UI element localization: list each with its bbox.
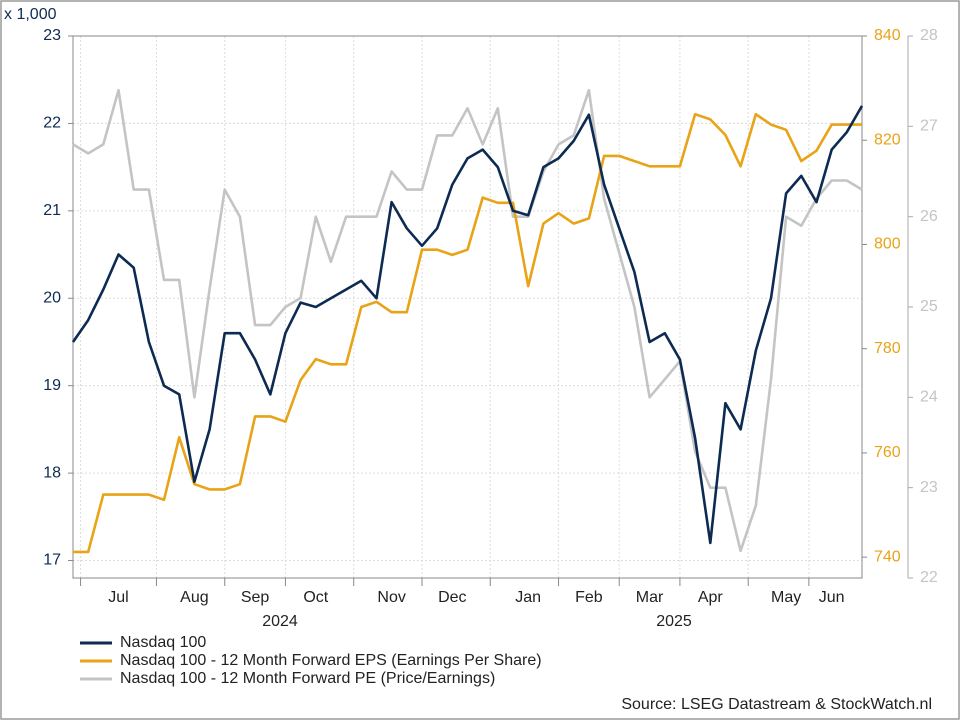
x-tick-label: Oct [303, 589, 328, 606]
y2-tick-label: 800 [874, 236, 901, 253]
source: Source: LSEG Datastream & StockWatch.nl [621, 696, 932, 713]
legend-label: Nasdaq 100 - 12 Month Forward EPS (Earni… [120, 652, 542, 669]
series-line [72, 88, 863, 553]
year-label: 2024 [262, 613, 298, 630]
y3-tick-label: 24 [920, 389, 938, 406]
y2-tick-label: 780 [874, 340, 901, 357]
y3-tick-label: 26 [920, 208, 938, 225]
x-tick-label: Jan [515, 589, 541, 606]
year-label: 2025 [656, 613, 692, 630]
x-tick-label: Aug [180, 589, 208, 606]
x-tick-label: May [771, 589, 801, 606]
y-tick-label: 21 [43, 202, 61, 219]
x-tick-label: Mar [636, 589, 664, 606]
plot-frame [72, 35, 863, 579]
x-tick-label: Nov [377, 589, 405, 606]
legend-label: Nasdaq 100 - 12 Month Forward PE (Price/… [120, 670, 495, 687]
y2-tick-label: 740 [874, 548, 901, 565]
x-tick-label: Feb [575, 589, 603, 606]
y-tick-label: 23 [43, 27, 61, 44]
x-tick-label: Dec [438, 589, 466, 606]
y2-tick-label: 760 [874, 444, 901, 461]
x-tick-label: Jul [108, 589, 128, 606]
x-tick-label: Jun [819, 589, 845, 606]
legend-label: Nasdaq 100 [120, 634, 206, 651]
y-tick-label: 17 [43, 552, 61, 569]
series-line [73, 112, 862, 554]
unit-label: x 1,000 [4, 6, 57, 23]
y3-tick-label: 27 [920, 118, 938, 135]
y3-tick-label: 28 [920, 27, 938, 44]
x-tick-label: Sep [241, 589, 270, 606]
y-tick-label: 18 [43, 464, 61, 481]
y2-tick-label: 820 [874, 131, 901, 148]
y2-tick-label: 840 [874, 27, 901, 44]
series-line [71, 105, 864, 545]
x-tick-label: Apr [698, 589, 724, 606]
y3-tick-label: 25 [920, 298, 938, 315]
y3-tick-label: 22 [920, 569, 938, 586]
y3-tick-label: 23 [920, 479, 938, 496]
y-tick-label: 20 [43, 289, 61, 306]
y-tick-label: 19 [43, 377, 61, 394]
y-tick-label: 22 [43, 115, 61, 132]
